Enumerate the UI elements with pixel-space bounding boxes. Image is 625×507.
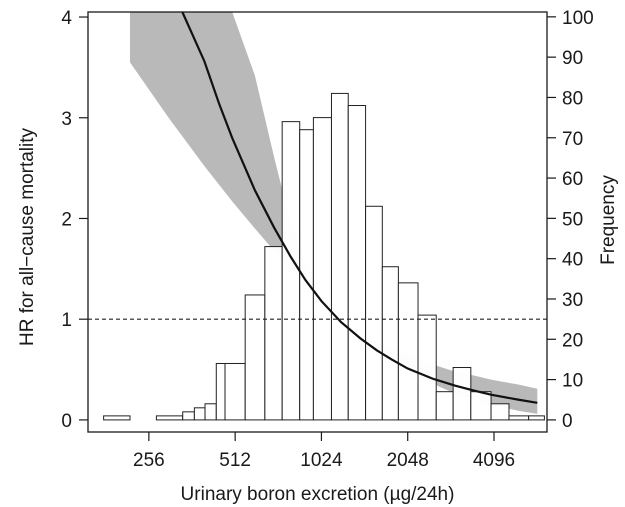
histogram-bar bbox=[155, 415, 184, 421]
histogram-bar bbox=[264, 246, 283, 421]
x-tick-label: 1024 bbox=[300, 450, 343, 471]
histogram-bar bbox=[204, 403, 217, 421]
histogram-bar bbox=[508, 415, 530, 421]
y-right-tick-label: 10 bbox=[562, 371, 583, 392]
y-axis-right-title: Frequency bbox=[598, 175, 619, 265]
x-tick-label: 256 bbox=[133, 450, 165, 471]
y-right-tick-label: 90 bbox=[562, 48, 583, 69]
histogram-bar bbox=[452, 367, 472, 421]
x-tick-label: 512 bbox=[219, 450, 251, 471]
histogram-bar bbox=[470, 391, 492, 421]
y-left-tick-label: 1 bbox=[61, 310, 72, 331]
y-right-tick-label: 30 bbox=[562, 290, 583, 311]
x-tick-label: 2048 bbox=[387, 450, 429, 471]
y-axis-right: 0 10 20 30 40 50 60 70 80 90 100 bbox=[547, 8, 594, 432]
histogram-bar bbox=[215, 362, 226, 421]
confidence-band-area bbox=[129, 12, 538, 414]
histogram-bar bbox=[347, 105, 367, 421]
y-right-tick-label: 70 bbox=[562, 129, 583, 150]
hr-curve-layer bbox=[181, 11, 538, 404]
y-right-tick-label: 20 bbox=[562, 330, 583, 351]
histogram-bar bbox=[244, 294, 266, 421]
y-right-tick-label: 100 bbox=[562, 8, 594, 29]
y-left-tick-label: 2 bbox=[61, 209, 72, 230]
y-right-tick-label: 0 bbox=[562, 411, 573, 432]
histogram-bar bbox=[365, 205, 383, 421]
histogram-bar bbox=[193, 407, 206, 421]
y-left-tick-label: 3 bbox=[61, 109, 72, 130]
y-axis-left: 0 1 2 3 4 bbox=[61, 8, 88, 432]
y-right-tick-label: 50 bbox=[562, 209, 583, 230]
x-axis: 256 512 1024 2048 4096 bbox=[133, 432, 515, 471]
y-right-tick-label: 40 bbox=[562, 250, 583, 271]
y-left-tick-label: 0 bbox=[61, 411, 72, 432]
histogram-bar bbox=[224, 362, 246, 421]
confidence-band bbox=[129, 12, 538, 414]
histogram-bar bbox=[435, 391, 454, 421]
x-axis-title: Urinary boron excretion (µg/24h) bbox=[181, 484, 455, 505]
histogram-bar bbox=[417, 314, 437, 421]
histogram-bar bbox=[397, 282, 419, 421]
histogram-bar bbox=[281, 121, 301, 421]
y-axis-left-title: HR for all−cause mortality bbox=[17, 127, 38, 346]
y-right-tick-label: 60 bbox=[562, 169, 583, 190]
histogram-bar bbox=[103, 415, 131, 421]
histogram-bar bbox=[330, 92, 349, 421]
histogram-bar bbox=[312, 117, 332, 421]
plot-frame bbox=[87, 11, 548, 433]
y-left-tick-label: 4 bbox=[61, 8, 72, 29]
x-tick-label: 4096 bbox=[473, 450, 515, 471]
frequency-histogram bbox=[103, 92, 545, 421]
histogram-bar bbox=[381, 266, 399, 421]
histogram-bar bbox=[490, 403, 510, 421]
histogram-bar bbox=[528, 415, 545, 421]
y-right-tick-label: 80 bbox=[562, 88, 583, 109]
hr-curve bbox=[181, 11, 538, 404]
histogram-bar bbox=[182, 411, 195, 421]
